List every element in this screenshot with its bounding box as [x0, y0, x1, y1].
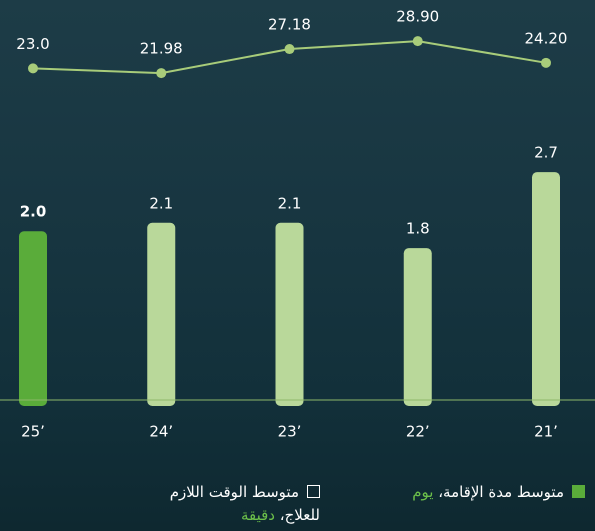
legend-swatch [307, 485, 320, 498]
bar [275, 222, 304, 406]
line-point [284, 44, 295, 55]
line-point [412, 36, 423, 47]
line-point [156, 68, 167, 79]
x-tick-label: 22’ [406, 423, 430, 441]
bar-value-label: 2.0 [20, 203, 47, 221]
x-tick-label: 23’ [278, 423, 302, 441]
legend-label: متوسط الوقت اللازم للعلاج، [169, 483, 320, 524]
line-value-label: 24.20 [525, 29, 568, 47]
line-point [541, 57, 551, 68]
legend-swatch [572, 485, 585, 498]
bar-value-label: 1.8 [406, 220, 430, 238]
bar [403, 248, 432, 406]
x-tick-label: 24’ [149, 423, 173, 441]
line-value-label: 21.98 [140, 40, 183, 58]
line-value-label: 28.90 [396, 8, 439, 26]
line-point [28, 63, 38, 74]
bar-value-label: 2.1 [149, 194, 173, 212]
legend-item: متوسط مدة الإقامة، يوم [412, 481, 585, 504]
bar [147, 222, 176, 406]
bar-value-label: 2.7 [534, 144, 558, 162]
bar [532, 172, 560, 406]
line-value-label: 23.0 [16, 35, 49, 53]
legend-item: متوسط الوقت اللازم للعلاج، دقيقة [130, 481, 320, 527]
line-value-label: 27.18 [268, 16, 311, 34]
bar-value-label: 2.1 [278, 194, 302, 212]
legend-unit: دقيقة [240, 506, 275, 524]
legend-label: متوسط مدة الإقامة، [438, 483, 564, 501]
x-tick-label: 21’ [534, 423, 558, 441]
x-tick-label: 25’ [21, 423, 45, 441]
legend-unit: يوم [412, 483, 434, 501]
bar [19, 231, 47, 406]
